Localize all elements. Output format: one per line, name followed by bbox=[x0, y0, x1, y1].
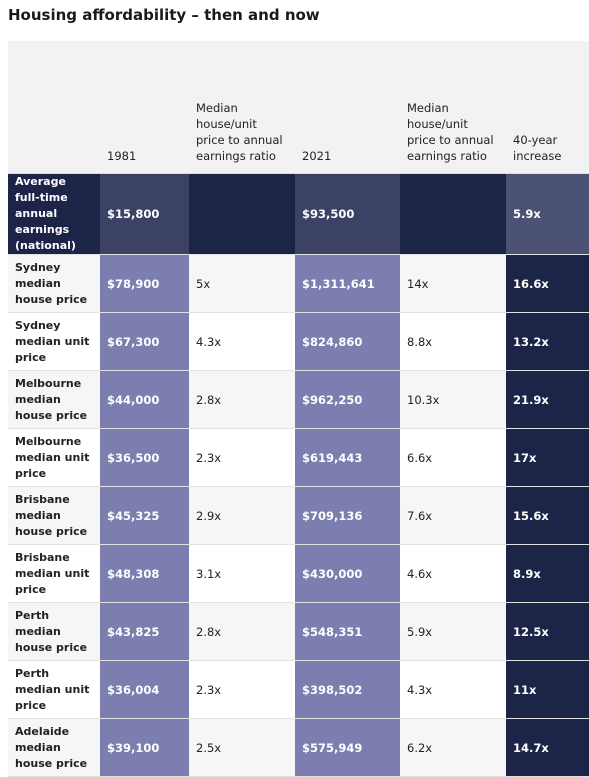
table-cell: Melbourne median house price bbox=[8, 370, 100, 429]
table-cell: $36,500 bbox=[100, 428, 189, 487]
table-cell: 14x bbox=[400, 254, 506, 313]
header-cell bbox=[8, 41, 100, 174]
table-cell: 6.2x bbox=[400, 718, 506, 777]
table-cell: 4.6x bbox=[400, 544, 506, 603]
table-cell bbox=[400, 173, 506, 255]
table-cell: 3.1x bbox=[189, 544, 295, 603]
table-cell: $619,443 bbox=[295, 428, 400, 487]
table-cell: $39,100 bbox=[100, 718, 189, 777]
header-row: 1981 Median house/unit price to annual ea… bbox=[8, 41, 589, 174]
table-row: Perth median unit price $36,004 2.3x $398,5… bbox=[8, 660, 589, 719]
table-row: Perth median house price $43,825 2.8x $548,… bbox=[8, 602, 589, 661]
table-cell: Brisbane median house price bbox=[8, 486, 100, 545]
table-cell: $709,136 bbox=[295, 486, 400, 545]
table-cell: $824,860 bbox=[295, 312, 400, 371]
table-cell: $78,900 bbox=[100, 254, 189, 313]
table-cell: 5.9x bbox=[506, 173, 589, 255]
table-cell: $548,351 bbox=[295, 602, 400, 661]
table-cell: 2.9x bbox=[189, 486, 295, 545]
table-cell: 11x bbox=[506, 660, 589, 719]
table-cell bbox=[189, 173, 295, 255]
table-cell: $398,502 bbox=[295, 660, 400, 719]
table-cell: Brisbane median unit price bbox=[8, 544, 100, 603]
table-row: Sydney median unit price $67,300 4.3x $824,… bbox=[8, 312, 589, 371]
table-cell: Perth median house price bbox=[8, 602, 100, 661]
table-cell: Perth median unit price bbox=[8, 660, 100, 719]
table-cell: 14.7x bbox=[506, 718, 589, 777]
table-cell: $43,825 bbox=[100, 602, 189, 661]
table-cell: $36,004 bbox=[100, 660, 189, 719]
table-cell: 2.5x bbox=[189, 718, 295, 777]
table-row: Adelaide median house price $39,100 2.5x $5… bbox=[8, 718, 589, 777]
table-cell: 16.6x bbox=[506, 254, 589, 313]
table-cell: 15.6x bbox=[506, 486, 589, 545]
table-cell: 6.6x bbox=[400, 428, 506, 487]
table-cell: 7.6x bbox=[400, 486, 506, 545]
header-cell: 1981 bbox=[100, 41, 189, 174]
table-cell: 13.2x bbox=[506, 312, 589, 371]
table-cell: Melbourne median unit price bbox=[8, 428, 100, 487]
header-cell: 2021 bbox=[295, 41, 400, 174]
table-cell: 2.8x bbox=[189, 602, 295, 661]
table-cell: 2.3x bbox=[189, 428, 295, 487]
table-cell: 12.5x bbox=[506, 602, 589, 661]
table-row: Brisbane median unit price $48,308 3.1x $43… bbox=[8, 544, 589, 603]
table-cell: $44,000 bbox=[100, 370, 189, 429]
table-cell: 5.9x bbox=[400, 602, 506, 661]
table-cell: 17x bbox=[506, 428, 589, 487]
table-cell: $48,308 bbox=[100, 544, 189, 603]
header-cell: 40-year increase bbox=[506, 41, 589, 174]
table-cell: $962,250 bbox=[295, 370, 400, 429]
table-row: Sydney median house price $78,900 5x $1,311… bbox=[8, 254, 589, 313]
table-cell: 2.3x bbox=[189, 660, 295, 719]
table-row: Melbourne median house price $44,000 2.8x $… bbox=[8, 370, 589, 429]
header-cell: Median house/unit price to annual earnin… bbox=[400, 41, 506, 174]
table-cell: 21.9x bbox=[506, 370, 589, 429]
table-cell: Adelaide median house price bbox=[8, 718, 100, 777]
table-cell: 10.3x bbox=[400, 370, 506, 429]
table-cell: 8.9x bbox=[506, 544, 589, 603]
table-cell: $93,500 bbox=[295, 173, 400, 255]
affordability-table: 1981 Median house/unit price to annual ea… bbox=[8, 41, 589, 777]
table-cell: $575,949 bbox=[295, 718, 400, 777]
header-cell: Median house/unit price to annual earnin… bbox=[189, 41, 295, 174]
table-cell: 4.3x bbox=[189, 312, 295, 371]
table-row: Average full-time annual earnings (natio… bbox=[8, 173, 589, 255]
table-cell: Sydney median house price bbox=[8, 254, 100, 313]
table-cell: $430,000 bbox=[295, 544, 400, 603]
table-cell: $45,325 bbox=[100, 486, 189, 545]
table-cell: Sydney median unit price bbox=[8, 312, 100, 371]
table-cell: $1,311,641 bbox=[295, 254, 400, 313]
table-cell: $67,300 bbox=[100, 312, 189, 371]
table-row: Brisbane median house price $45,325 2.9x $7… bbox=[8, 486, 589, 545]
table-cell: 5x bbox=[189, 254, 295, 313]
table-cell: 8.8x bbox=[400, 312, 506, 371]
table-row: Melbourne median unit price $36,500 2.3x $6… bbox=[8, 428, 589, 487]
table-cell: Average full-time annual earnings (natio… bbox=[8, 173, 100, 255]
title: Housing affordability – then and now bbox=[8, 6, 320, 24]
table-cell: 4.3x bbox=[400, 660, 506, 719]
table-cell: $15,800 bbox=[100, 173, 189, 255]
table-cell: 2.8x bbox=[189, 370, 295, 429]
